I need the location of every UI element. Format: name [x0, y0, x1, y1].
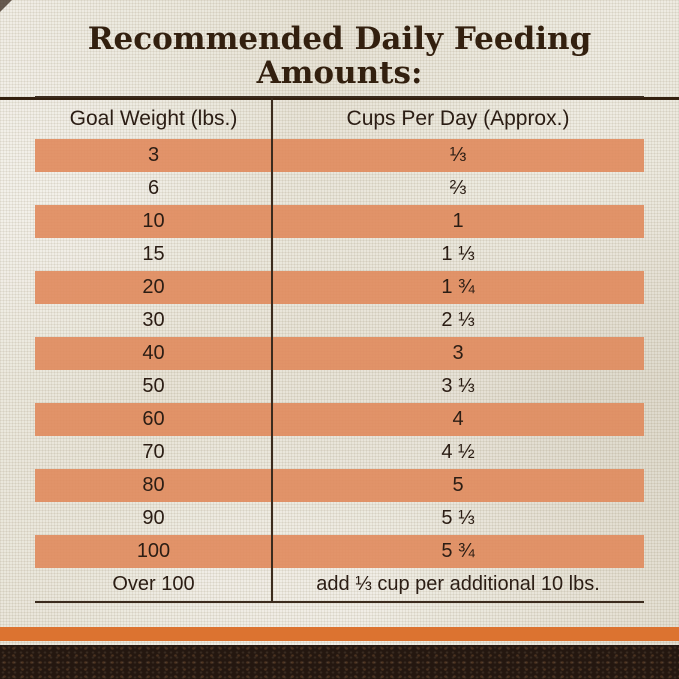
cups-per-day-header: Cups Per Day (Approx.) [346, 106, 570, 130]
cups-per-day-cell: 2 ⅓ [441, 309, 475, 331]
table-row: 15 1 ⅓ [35, 238, 644, 271]
cups-per-day-cell: ⅓ [449, 144, 467, 166]
cups-per-day-cell: 1 ⅓ [441, 243, 475, 265]
title-area: Recommended Daily Feeding Amounts: [0, 22, 679, 101]
table-row: 90 5 ⅓ [35, 502, 644, 535]
goal-weight-cell: 90 [142, 507, 165, 529]
goal-weight-cell: 70 [142, 441, 165, 463]
goal-weight-cell: 6 [147, 177, 160, 199]
cups-per-day-cell: 5 ¾ [441, 540, 475, 562]
table-row: 40 3 [35, 337, 644, 370]
table-row: 70 4 ½ [35, 436, 644, 469]
table-header-row: Goal Weight (lbs.) Cups Per Day (Approx.… [35, 98, 644, 139]
accent-bar [0, 627, 679, 641]
cups-per-day-cell: 5 [452, 474, 464, 496]
cups-per-day-cell: 3 [452, 342, 464, 364]
goal-weight-cell: 60 [142, 408, 165, 430]
cups-per-day-cell: 1 ¾ [441, 276, 475, 298]
goal-weight-cell: 3 [147, 144, 160, 166]
cups-per-day-cell: 3 ⅓ [441, 375, 475, 397]
feeding-table: Goal Weight (lbs.) Cups Per Day (Approx.… [35, 96, 644, 603]
goal-weight-cell: 80 [142, 474, 165, 496]
table-row: 20 1 ¾ [35, 271, 644, 304]
cups-per-day-cell: 1 [452, 210, 464, 232]
goal-weight-header: Goal Weight (lbs.) [69, 106, 238, 130]
table-row: 60 4 [35, 403, 644, 436]
table-row: 50 3 ⅓ [35, 370, 644, 403]
goal-weight-cell: 30 [142, 309, 165, 331]
goal-weight-cell: 10 [142, 210, 165, 232]
table-row: 100 5 ¾ [35, 535, 644, 568]
goal-weight-cell: 100 [136, 540, 171, 562]
cups-per-day-cell: 4 ½ [441, 441, 475, 463]
table-row: 30 2 ⅓ [35, 304, 644, 337]
corner-shadow [0, 0, 12, 12]
table-row: 80 5 [35, 469, 644, 502]
cups-per-day-cell: 4 [452, 408, 464, 430]
table-row: 10 1 [35, 205, 644, 238]
cups-per-day-cell: add ⅓ cup per additional 10 lbs. [316, 573, 600, 595]
cups-per-day-cell: ⅔ [449, 177, 467, 199]
page-title: Recommended Daily Feeding Amounts: [0, 22, 679, 101]
goal-weight-cell: Over 100 [112, 573, 195, 595]
goal-weight-cell: 50 [142, 375, 165, 397]
goal-weight-cell: 40 [142, 342, 165, 364]
goal-weight-cell: 15 [142, 243, 165, 265]
column-divider [271, 98, 273, 601]
bottom-texture-strip [0, 645, 679, 679]
cups-per-day-cell: 5 ⅓ [441, 507, 475, 529]
table-body: 3 ⅓ 6 ⅔ 10 1 15 1 ⅓ 20 1 ¾ 30 2 ⅓ 40 3 50 3 ⅓ 60 4 70 4 ½ 80… [35, 139, 644, 601]
goal-weight-cell: 20 [142, 276, 165, 298]
table-row: Over 100 add ⅓ cup per additional 10 lbs. [35, 568, 644, 601]
